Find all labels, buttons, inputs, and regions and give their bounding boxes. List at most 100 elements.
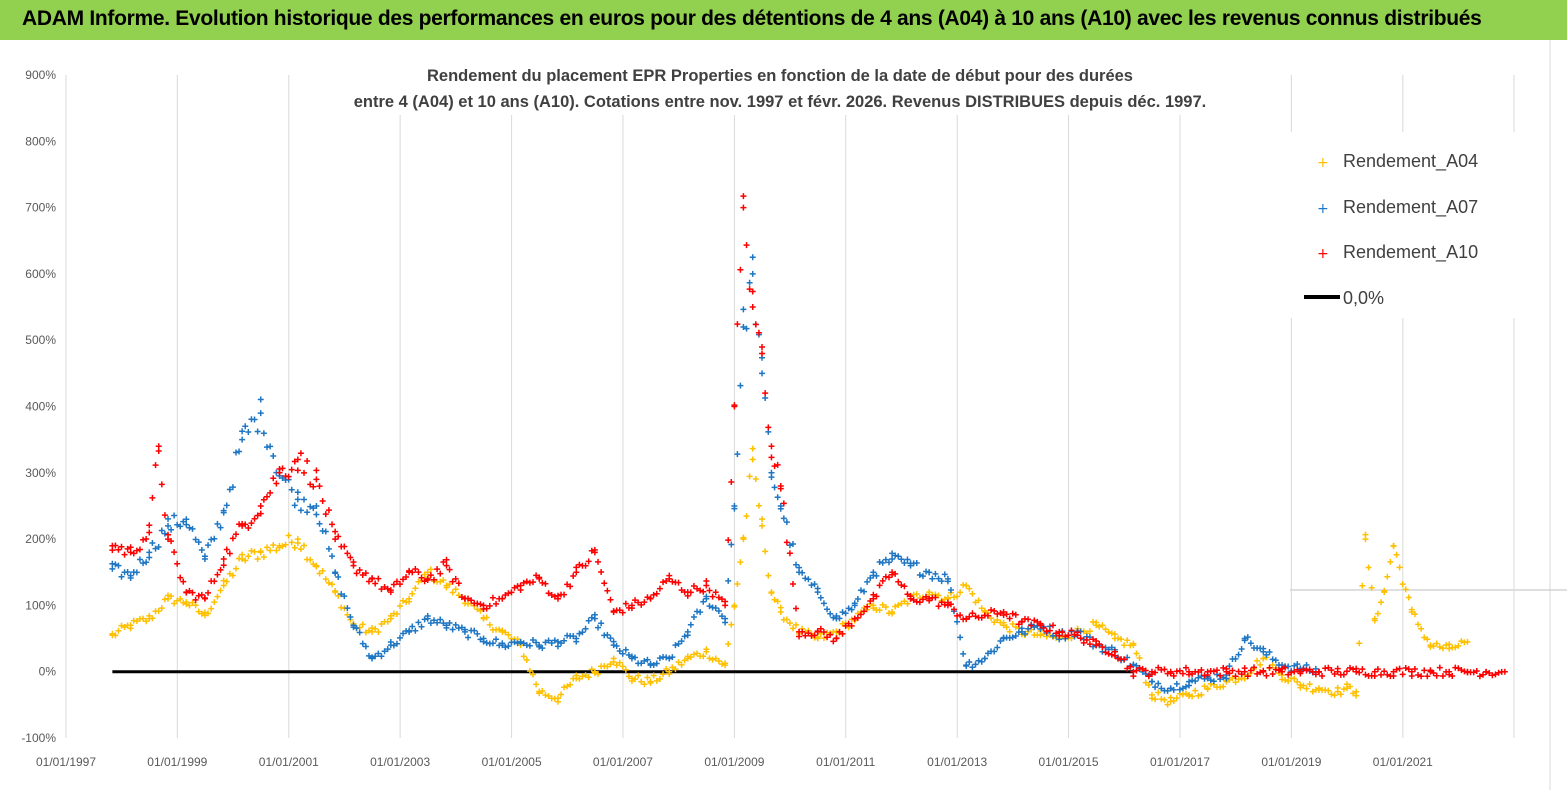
data-point [1000, 622, 1007, 629]
data-point [1415, 621, 1422, 628]
data-point [1000, 635, 1007, 642]
legend-item-a10: + Rendement_A10 [1317, 242, 1478, 263]
x-tick-label: 01/01/2003 [370, 755, 430, 769]
data-point [1164, 687, 1171, 694]
data-point [400, 630, 407, 637]
data-point [276, 469, 283, 476]
data-point [669, 654, 676, 661]
data-point [570, 573, 577, 580]
data-point [347, 554, 354, 561]
data-point [895, 553, 902, 560]
data-point [1232, 673, 1239, 680]
data-point [136, 546, 143, 553]
data-point [1173, 680, 1180, 687]
data-point [728, 478, 735, 485]
data-point [332, 536, 339, 543]
data-point [1303, 662, 1310, 669]
data-point [879, 559, 886, 566]
data-point [916, 599, 923, 606]
data-point [171, 600, 178, 607]
data-point [350, 562, 357, 569]
data-point [1479, 671, 1486, 678]
data-point [718, 613, 725, 620]
data-point [929, 575, 936, 582]
data-point [898, 582, 905, 589]
data-point [1483, 668, 1490, 675]
data-point [910, 597, 917, 604]
data-point [669, 664, 676, 671]
data-point [335, 533, 342, 540]
data-point [375, 650, 382, 657]
data-point [817, 625, 824, 632]
data-point [737, 559, 744, 566]
data-point [533, 572, 540, 579]
data-point [387, 642, 394, 649]
data-point [350, 622, 357, 629]
data-point [1186, 691, 1193, 698]
series-rendement-a04 [109, 445, 1471, 708]
data-point [864, 603, 871, 610]
data-point [322, 528, 329, 535]
data-point [731, 602, 738, 609]
data-point [1210, 678, 1217, 685]
data-point [703, 648, 710, 655]
data-point [232, 449, 239, 456]
data-point [248, 547, 255, 554]
data-point [338, 591, 345, 598]
data-point [1192, 678, 1199, 685]
data-point [229, 535, 236, 542]
data-point [533, 639, 540, 646]
data-point [1179, 691, 1186, 698]
data-point [1009, 634, 1016, 641]
data-point [140, 615, 147, 622]
data-point [722, 662, 729, 669]
data-point [1003, 624, 1010, 631]
data-point [873, 572, 880, 579]
y-axis: -100% 0% 100% 200% 300% 400% 500% 600% 700% 800% 9… [21, 68, 56, 745]
data-point [1411, 666, 1418, 673]
data-point [898, 600, 905, 607]
data-point [220, 555, 227, 562]
data-point [628, 655, 635, 662]
data-point [805, 576, 812, 583]
data-point [722, 602, 729, 609]
data-point [198, 546, 205, 553]
data-point [1353, 688, 1360, 695]
data-point [786, 550, 793, 557]
data-point [1012, 623, 1019, 630]
legend-marker-a07: + [1317, 201, 1329, 217]
data-point [585, 674, 592, 681]
data-point [316, 570, 323, 577]
data-point [833, 635, 840, 642]
data-point [307, 481, 314, 488]
data-point [851, 615, 858, 622]
data-point [1186, 668, 1193, 675]
data-point [1402, 586, 1409, 593]
data-point [820, 635, 827, 642]
legend-item-a07: + Rendement_A07 [1317, 197, 1478, 218]
data-point [777, 502, 784, 509]
data-point [217, 524, 224, 531]
data-point [561, 591, 568, 598]
data-point [341, 543, 348, 550]
data-point [452, 621, 459, 628]
data-point [409, 623, 416, 630]
data-point [780, 515, 787, 522]
data-point [480, 602, 487, 609]
data-point [638, 601, 645, 608]
data-point [1250, 664, 1257, 671]
data-point [232, 565, 239, 572]
data-point [263, 544, 270, 551]
data-point [1353, 668, 1360, 675]
data-point [768, 469, 775, 476]
data-point [1430, 642, 1437, 649]
data-point [1325, 687, 1332, 694]
data-point [452, 575, 459, 582]
data-point [332, 589, 339, 596]
y-tick-label: 200% [25, 532, 56, 546]
data-point [1015, 621, 1022, 628]
data-point [180, 578, 187, 585]
data-point [755, 502, 762, 509]
data-point [1176, 667, 1183, 674]
data-point [579, 629, 586, 636]
